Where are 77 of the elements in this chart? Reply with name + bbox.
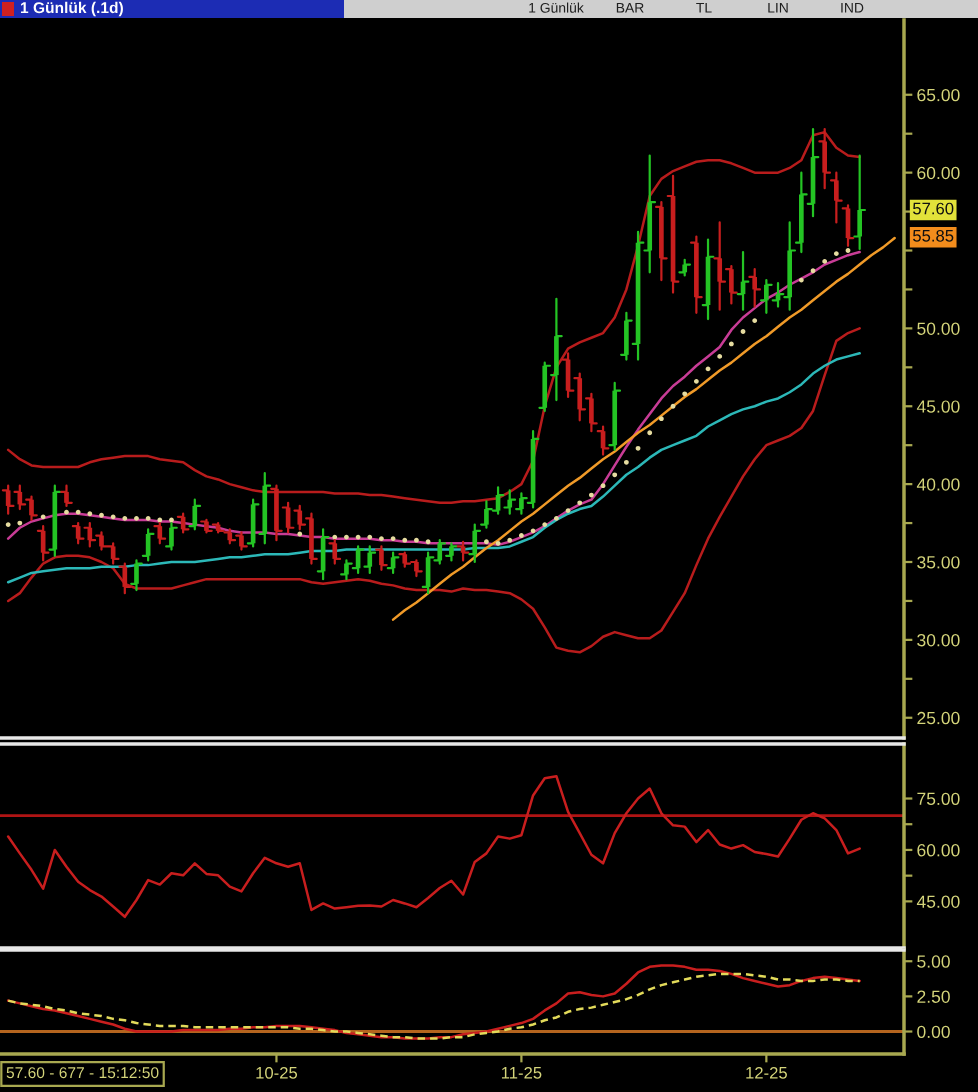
candlestick [456, 540, 470, 562]
y-tick-label: 35.00 [917, 556, 960, 569]
point [122, 515, 128, 521]
candlestick [655, 201, 668, 282]
point [367, 534, 373, 540]
point [693, 378, 699, 384]
point [390, 536, 396, 542]
point [635, 445, 641, 451]
point [157, 517, 163, 523]
candlestick [853, 154, 867, 251]
line-series [6, 352, 861, 584]
y-tick-label: 2.50 [917, 990, 950, 1003]
point [612, 472, 618, 478]
y-tick-label: 60.00 [917, 844, 960, 857]
annotation: 55.85 [913, 229, 954, 242]
y-tick-label: 40.00 [916, 478, 960, 491]
candlestick [71, 521, 85, 545]
candlestick [818, 127, 832, 190]
y-tick-label: 0.00 [917, 1025, 950, 1039]
candlestick [130, 559, 143, 592]
point [798, 277, 804, 283]
y-tick-label: 75.00 [917, 792, 960, 806]
x-tick-label: 12-25 [746, 1066, 787, 1079]
y-tick-label: 50.00 [917, 322, 960, 335]
y-tick-label: 25.00 [917, 711, 960, 725]
candlestick [468, 523, 482, 564]
candlestick [690, 235, 703, 314]
candlestick [48, 484, 62, 557]
candlestick [153, 521, 167, 545]
point [110, 514, 116, 520]
point [542, 522, 548, 528]
point [87, 511, 93, 517]
x-tick-label: 11-25 [501, 1066, 542, 1079]
point [600, 483, 606, 489]
candlestick [363, 545, 377, 575]
y-tick-label: 45.00 [916, 895, 960, 908]
point [682, 391, 688, 397]
candlestick [829, 171, 843, 224]
candlestick [188, 498, 202, 531]
point [670, 403, 676, 409]
candlestick [375, 545, 388, 571]
point [5, 522, 11, 528]
line-series [391, 236, 896, 621]
line-series [6, 774, 861, 919]
candlestick [165, 521, 178, 551]
point [402, 537, 408, 543]
annotation: 57.60 [913, 202, 954, 215]
point [577, 500, 583, 506]
candlestick [678, 258, 692, 277]
candlestick [445, 542, 458, 562]
y-tick-label: 45.00 [916, 400, 960, 413]
candlestick [328, 539, 342, 565]
point [658, 416, 664, 422]
point [297, 531, 303, 537]
point [553, 515, 559, 521]
candlestick [503, 489, 517, 515]
y-tick-label: 30.00 [917, 634, 960, 647]
line-series [6, 327, 861, 654]
y-tick-label: 65.00 [917, 88, 960, 102]
point [810, 268, 816, 274]
x-tick-label: 10-25 [256, 1066, 298, 1079]
point [728, 341, 734, 347]
point [145, 515, 151, 521]
point [495, 540, 501, 546]
candlestick [608, 381, 622, 451]
candlestick [60, 484, 73, 508]
point [623, 459, 629, 465]
y-tick-label: 60.00 [917, 166, 960, 180]
candlestick [118, 562, 132, 595]
point [507, 537, 513, 543]
point [833, 251, 839, 257]
y-tick-label: 5.00 [917, 955, 950, 968]
point [425, 539, 431, 545]
candlestick [748, 268, 762, 308]
point [647, 430, 653, 436]
point [40, 514, 46, 520]
point [332, 534, 338, 540]
